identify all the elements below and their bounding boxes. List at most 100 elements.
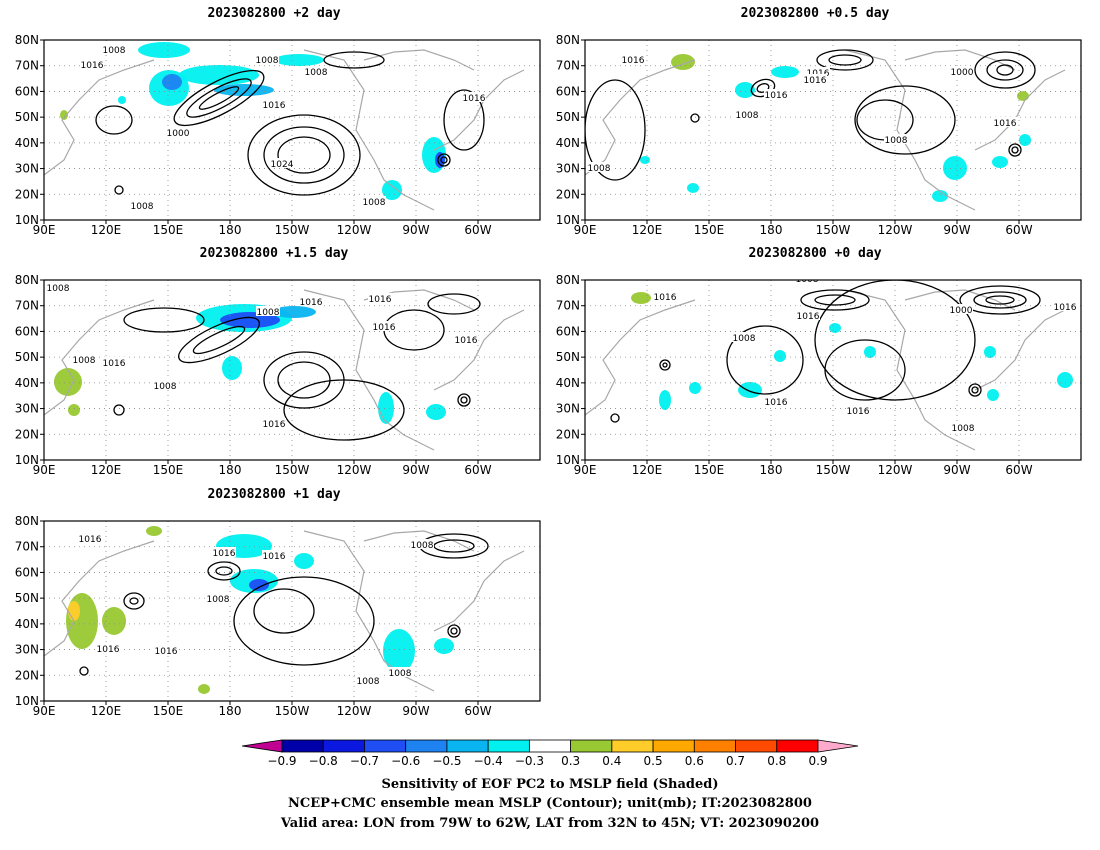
lon-tick-label: 90E bbox=[33, 704, 56, 717]
mslp-contour bbox=[659, 359, 671, 371]
colorbar-tick-label: −0.8 bbox=[309, 754, 338, 768]
lat-tick-label: 50N bbox=[556, 350, 580, 364]
contour-label: 1016 bbox=[369, 295, 392, 305]
contour-label: 1016 bbox=[263, 101, 286, 111]
sensitivity-shading bbox=[68, 404, 80, 416]
colorbar-tick-label: 0.5 bbox=[644, 754, 663, 768]
lon-tick-label: 90W bbox=[943, 223, 970, 236]
panel-plus-0-day: 2023082800 +0 day 1008 1016 1008 1016 1008 10… bbox=[545, 246, 1085, 476]
mslp-contour bbox=[814, 294, 856, 306]
colorbar-arrow-high bbox=[817, 739, 859, 753]
contour-label: 1016 bbox=[373, 323, 396, 333]
lon-tick-label: 120E bbox=[91, 223, 122, 236]
lat-tick-label: 10N bbox=[15, 213, 39, 227]
colorbar: −0.9 −0.8 −0.7 −0.6 −0.5 −0.4 −0.3 0.3 0.4 0.5 0.6… bbox=[230, 735, 870, 775]
coastline bbox=[44, 59, 155, 176]
mslp-contour bbox=[457, 393, 471, 407]
sensitivity-shading bbox=[671, 54, 695, 70]
sensitivity-shading bbox=[631, 292, 651, 304]
sensitivity-shading bbox=[378, 392, 394, 424]
colorbar-segment bbox=[652, 739, 695, 753]
lon-tick-label: 180 bbox=[760, 223, 783, 236]
contour-label: 1016 bbox=[79, 535, 102, 545]
lat-tick-label: 10N bbox=[15, 453, 39, 467]
coastline bbox=[44, 299, 155, 416]
panel-plus-1-day: 2023082800 +1 day 1008 1016 1016 1016 1008 10… bbox=[4, 487, 544, 717]
map-plot: 1008 1016 1016 1016 1008 1008 1016 1016 1008 1008… bbox=[4, 501, 544, 717]
lat-tick-label: 30N bbox=[15, 402, 39, 416]
colorbar-segment bbox=[405, 739, 448, 753]
sensitivity-shading bbox=[992, 156, 1008, 168]
sensitivity-shading bbox=[932, 190, 948, 202]
mslp-contour bbox=[828, 54, 862, 66]
plot-area: 1008 1016 1008 1008 1016 1000 1024 1016 1008 1008 bbox=[44, 40, 540, 220]
lat-tick-label: 30N bbox=[15, 162, 39, 176]
sensitivity-shading bbox=[435, 152, 445, 168]
lat-tick-label: 70N bbox=[15, 540, 39, 554]
lat-tick-label: 10N bbox=[15, 694, 39, 708]
mslp-contour bbox=[114, 185, 124, 195]
colorbar-segment bbox=[446, 739, 489, 753]
contour-label: 1016 bbox=[994, 119, 1017, 129]
coastline bbox=[363, 530, 475, 552]
coastline bbox=[433, 309, 525, 391]
contour-label: 1008 bbox=[588, 164, 611, 174]
lon-tick-label: 120W bbox=[337, 223, 372, 236]
lat-tick-label: 60N bbox=[15, 324, 39, 338]
contour-label: 1008 bbox=[305, 68, 328, 78]
lat-tick-label: 10N bbox=[556, 453, 580, 467]
lat-tick-label: 50N bbox=[15, 591, 39, 605]
lon-tick-label: 120E bbox=[91, 463, 122, 476]
lat-tick-label: 70N bbox=[556, 299, 580, 313]
lat-tick-label: 60N bbox=[15, 565, 39, 579]
contour-label: 1016 bbox=[455, 336, 478, 346]
panel-title: 2023082800 +1.5 day bbox=[199, 246, 349, 261]
sensitivity-shading bbox=[68, 601, 80, 621]
panel-title: 2023082800 +1 day bbox=[207, 487, 341, 502]
mslp-contour bbox=[173, 69, 265, 127]
sensitivity-shading bbox=[864, 346, 876, 358]
caption-shading: Sensitivity of EOF PC2 to MSLP field (Sh… bbox=[381, 777, 719, 792]
sensitivity-shading bbox=[54, 368, 82, 396]
panel-plus-2-day: 2023082800 +2 day 1008 1016 1008 1008 1016 10… bbox=[4, 6, 544, 236]
lon-tick-label: 120E bbox=[632, 463, 663, 476]
lat-tick-label: 70N bbox=[556, 59, 580, 73]
colorbar-segment bbox=[693, 739, 736, 753]
mslp-contour bbox=[443, 89, 485, 151]
sensitivity-shading bbox=[659, 390, 671, 410]
mslp-contour bbox=[973, 291, 1027, 309]
mslp-contour bbox=[178, 316, 260, 364]
panel-plus-1-5-day: 2023082800 +1.5 day 1008 1008 1016 1008 1016… bbox=[4, 246, 544, 476]
mslp-contour bbox=[437, 153, 451, 167]
contour-label: 1016 bbox=[103, 359, 126, 369]
lat-tick-label: 40N bbox=[556, 136, 580, 150]
coastline bbox=[303, 49, 435, 211]
colorbar-segment bbox=[611, 739, 654, 753]
sensitivity-shading bbox=[198, 684, 210, 694]
sensitivity-shading bbox=[382, 180, 402, 200]
contour-label: 1016 bbox=[213, 549, 236, 559]
sensitivity-shading bbox=[984, 346, 996, 358]
mslp-contour bbox=[585, 79, 646, 181]
mslp-contour bbox=[974, 51, 1036, 89]
lon-tick-label: 90W bbox=[402, 223, 429, 236]
sensitivity-shading bbox=[434, 638, 454, 654]
colorbar-tick-label: 0.4 bbox=[602, 754, 621, 768]
sensitivity-shading bbox=[60, 110, 68, 120]
lat-tick-label: 80N bbox=[556, 33, 580, 47]
lat-tick-label: 20N bbox=[15, 668, 39, 682]
lon-tick-label: 120W bbox=[337, 704, 372, 717]
mslp-contour bbox=[277, 136, 331, 174]
sensitivity-shading bbox=[689, 382, 701, 394]
contour-label: 1016 bbox=[797, 312, 820, 322]
mslp-contour bbox=[800, 289, 870, 311]
colorbar-arrow-low bbox=[241, 739, 283, 753]
mslp-contour bbox=[277, 361, 331, 399]
contour-label: 1008 bbox=[389, 669, 412, 679]
colorbar-svg: −0.9 −0.8 −0.7 −0.6 −0.5 −0.4 −0.3 0.3 0.4 0.5 0.6… bbox=[241, 739, 859, 768]
map-plot: 1008101610081016101610081000101610161008… bbox=[545, 20, 1085, 236]
contour-label: 1016 bbox=[81, 61, 104, 71]
mslp-contour bbox=[959, 285, 1041, 315]
sensitivity-shading bbox=[1057, 372, 1073, 388]
